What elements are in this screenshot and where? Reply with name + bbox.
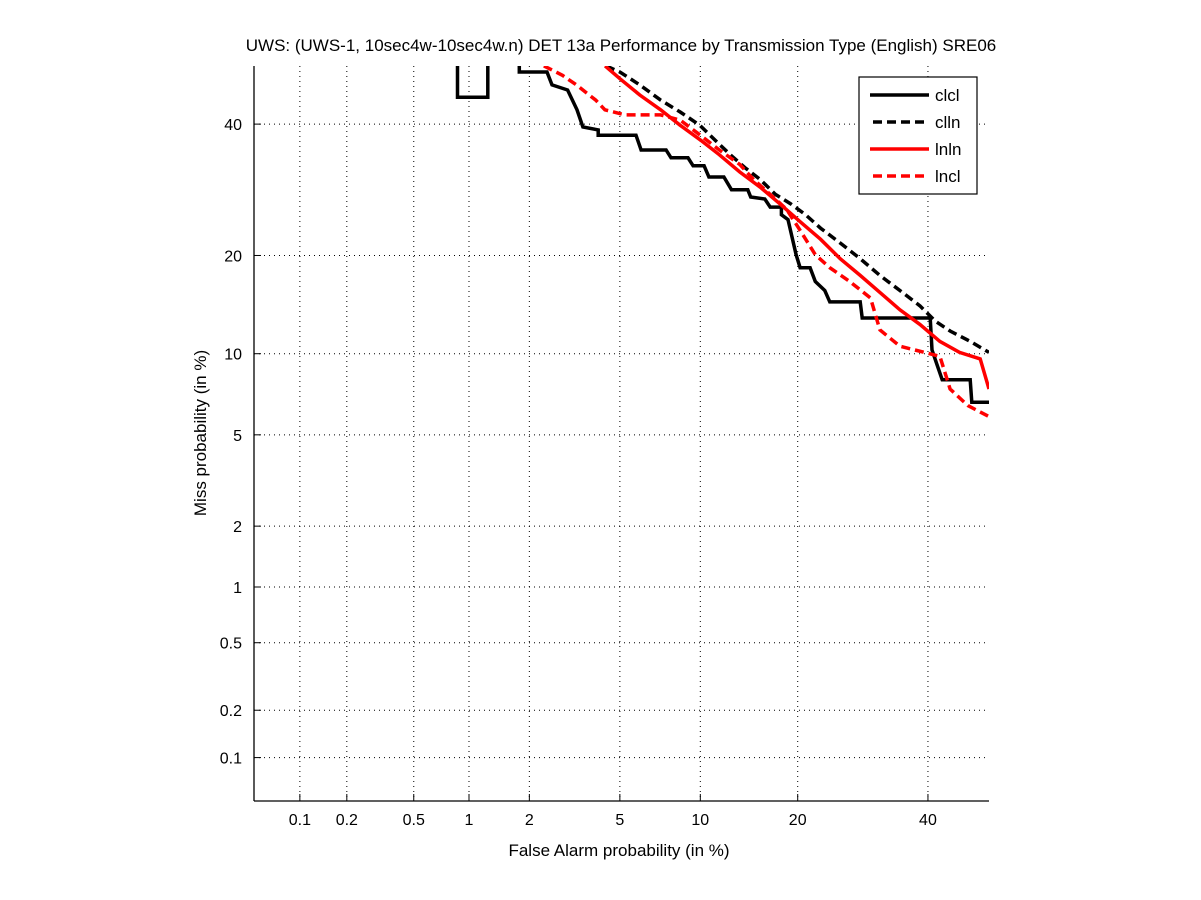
x-tick-label: 0.2 [336, 812, 358, 829]
y-tick-label: 0.2 [220, 703, 242, 720]
curve-lnln [603, 66, 989, 390]
x-tick-label: 5 [615, 812, 624, 829]
x-tick-label: 10 [691, 812, 709, 829]
x-tick-label: 40 [919, 812, 937, 829]
chart-title: UWS: (UWS-1, 10sec4w-10sec4w.n) DET 13a … [246, 36, 997, 55]
legend-label-lnln: lnln [935, 140, 961, 159]
y-tick-label: 0.1 [220, 751, 242, 768]
legend: clcl clln lnln lncl [858, 76, 978, 195]
legend-label-clcl: clcl [935, 86, 960, 105]
y-tick-label: 10 [224, 347, 242, 364]
y-tick-label: 1 [233, 580, 242, 597]
x-tick-label: 20 [789, 812, 807, 829]
det-curves [455, 66, 989, 419]
x-tick-labels: 0.1 0.2 0.5 1 2 5 10 20 40 [289, 812, 937, 829]
x-axis-label: False Alarm probability (in %) [508, 841, 729, 860]
curve-clcl [455, 66, 490, 100]
legend-label-lncl: lncl [935, 167, 961, 186]
curve-lncl [543, 66, 989, 419]
y-tick-label: 0.5 [220, 636, 242, 653]
y-tick-labels: 0.1 0.2 0.5 1 2 5 10 20 40 [220, 117, 242, 767]
axes [253, 66, 989, 802]
x-tick-label: 0.1 [289, 812, 311, 829]
y-axis-label: Miss probability (in %) [191, 350, 210, 516]
x-tick-label: 0.5 [403, 812, 425, 829]
y-tick-label: 2 [233, 519, 242, 536]
curve-clcl [517, 66, 989, 404]
x-tick-label: 2 [525, 812, 534, 829]
y-tick-label: 40 [224, 117, 242, 134]
x-tick-label: 1 [465, 812, 474, 829]
y-tick-label: 5 [233, 428, 242, 445]
curve-clln [605, 66, 989, 354]
y-tick-label: 20 [224, 248, 242, 265]
legend-label-clln: clln [935, 113, 961, 132]
